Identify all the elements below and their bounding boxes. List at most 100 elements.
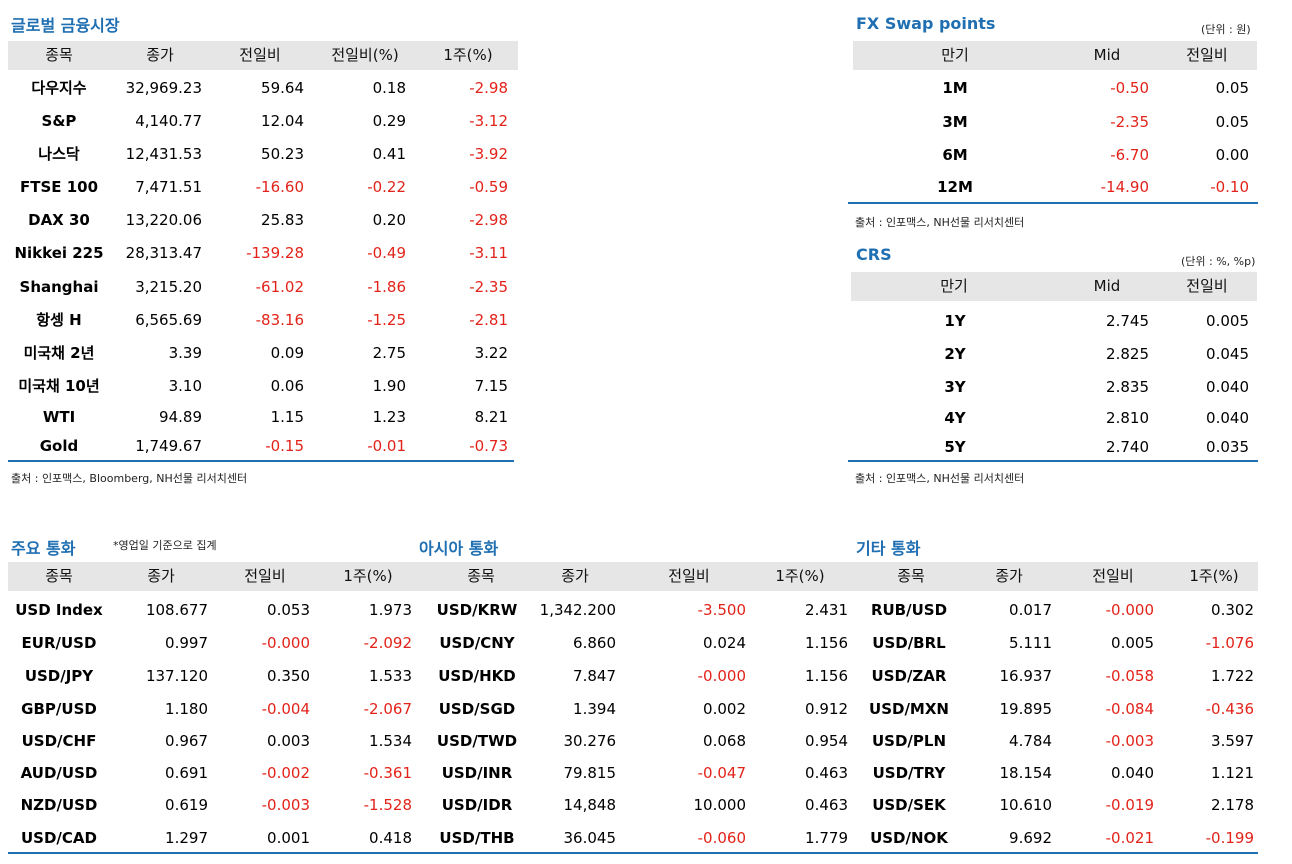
swap-mid-cell: -2.35 — [1110, 113, 1149, 131]
global-change-pct-cell: -0.49 — [367, 244, 406, 262]
other-change-cell: -0.058 — [1105, 667, 1154, 685]
global-change-cell: 0.09 — [270, 344, 304, 362]
asia-change-cell: -0.060 — [697, 829, 746, 847]
swap-mid-cell: -14.90 — [1100, 178, 1149, 196]
crs-row: 4Y 2.810 0.040 — [0, 406, 1292, 430]
asia-week-pct-cell: 0.912 — [805, 700, 848, 718]
asia-currency-row: USD/INR 79.815 -0.047 0.463 — [0, 761, 1292, 785]
global-name-cell: Gold — [39, 437, 79, 455]
global-row: 다우지수 32,969.23 59.64 0.18 -2.98 — [0, 76, 1292, 100]
swap-table-bottom-rule — [848, 202, 1258, 204]
other-name-cell: USD/NOK — [870, 829, 948, 847]
asia-change-cell: -0.047 — [697, 764, 746, 782]
global-close-cell: 13,220.06 — [125, 211, 202, 229]
other-week-pct-cell: 0.302 — [1211, 601, 1254, 619]
swap-mid-cell: -0.50 — [1110, 79, 1149, 97]
other-week-pct-cell: 1.121 — [1211, 764, 1254, 782]
global-change-pct-cell: -0.01 — [367, 437, 406, 455]
major-header-change: 전일비 — [244, 567, 286, 585]
global-close-cell: 3,215.20 — [135, 278, 202, 296]
major-week-pct-cell: -1.528 — [363, 796, 412, 814]
global-change-cell: 25.83 — [261, 211, 304, 229]
major-name-cell: NZD/USD — [20, 796, 98, 814]
global-name-cell: DAX 30 — [28, 211, 90, 229]
crs-mid-cell: 2.810 — [1106, 409, 1149, 427]
major-currency-row: USD Index 108.677 0.053 1.973 — [0, 598, 1292, 622]
swap-change-cell: 0.00 — [1215, 146, 1249, 164]
global-row: DAX 30 13,220.06 25.83 0.20 -2.98 — [0, 208, 1292, 232]
global-row: 미국채 2년 3.39 0.09 2.75 3.22 — [0, 341, 1292, 365]
global-name-cell: 미국채 2년 — [23, 344, 95, 362]
crs-change-cell: 0.040 — [1206, 409, 1249, 427]
crs-table-bottom-rule — [848, 460, 1258, 462]
crs-unit: (단위 : %, %p) — [1181, 255, 1256, 268]
other-name-cell: USD/PLN — [871, 732, 947, 750]
global-week-pct-cell: -0.73 — [469, 437, 508, 455]
crs-mid-cell: 2.825 — [1106, 345, 1149, 363]
crs-header-mid: Mid — [1093, 277, 1121, 295]
other-close-cell: 16.937 — [999, 667, 1053, 685]
crs-change-cell: 0.035 — [1206, 438, 1249, 456]
major-change-cell: 0.001 — [267, 829, 310, 847]
global-name-cell: 미국채 10년 — [18, 377, 100, 395]
global-close-cell: 6,565.69 — [135, 311, 202, 329]
asia-currency-row: USD/KRW 1,342.200 -3.500 2.431 — [0, 598, 1292, 622]
crs-tenor-cell: 2Y — [944, 345, 966, 363]
global-week-pct-cell: 8.21 — [474, 408, 508, 426]
business-day-note: *영업일 기준으로 집계 — [113, 539, 217, 552]
currency-header-row: 종목 종가 전일비 1주(%) 종목 종가 전일비 1주(%) 종목 종가 전일비 1주(%) — [8, 562, 1258, 591]
major-currency-row: USD/JPY 137.120 0.350 1.533 — [0, 664, 1292, 688]
other-week-pct-cell: -1.076 — [1205, 634, 1254, 652]
major-close-cell: 0.619 — [165, 796, 208, 814]
global-close-cell: 3.10 — [168, 377, 202, 395]
crs-header-row: 만기 Mid 전일비 — [851, 272, 1257, 301]
global-change-cell: -83.16 — [255, 311, 304, 329]
global-header-week-pct: 1주(%) — [443, 46, 493, 64]
asia-week-pct-cell: 1.156 — [805, 634, 848, 652]
major-close-cell: 1.297 — [165, 829, 208, 847]
global-week-pct-cell: -2.98 — [469, 211, 508, 229]
major-name-cell: USD/JPY — [24, 667, 94, 685]
major-currency-row: USD/CAD 1.297 0.001 0.418 — [0, 826, 1292, 850]
other-change-cell: -0.019 — [1105, 796, 1154, 814]
other-close-cell: 5.111 — [1009, 634, 1052, 652]
major-change-cell: -0.004 — [261, 700, 310, 718]
swap-mid-cell: -6.70 — [1110, 146, 1149, 164]
major-currency-row: GBP/USD 1.180 -0.004 -2.067 — [0, 697, 1292, 721]
other-change-cell: 0.005 — [1111, 634, 1154, 652]
crs-change-cell: 0.005 — [1206, 312, 1249, 330]
global-change-pct-cell: -1.25 — [367, 311, 406, 329]
major-name-cell: AUD/USD — [20, 764, 98, 782]
swap-row: 6M -6.70 0.00 — [0, 143, 1292, 167]
major-currency-row: EUR/USD 0.997 -0.000 -2.092 — [0, 631, 1292, 655]
crs-tenor-cell: 3Y — [944, 378, 966, 396]
swap-change-cell: -0.10 — [1210, 178, 1249, 196]
other-name-cell: USD/BRL — [872, 634, 946, 652]
swap-source-note: 출처 : 인포맥스, NH선물 리서치센터 — [855, 216, 1025, 229]
major-change-cell: -0.003 — [261, 796, 310, 814]
global-header-name: 종목 — [45, 46, 73, 64]
global-change-pct-cell: 0.20 — [372, 211, 406, 229]
major-week-pct-cell: -0.361 — [363, 764, 412, 782]
major-change-cell: 0.003 — [267, 732, 310, 750]
global-change-pct-cell: 2.75 — [372, 344, 406, 362]
other-week-pct-cell: 2.178 — [1211, 796, 1254, 814]
asia-close-cell: 1.394 — [573, 700, 616, 718]
crs-row: 5Y 2.740 0.035 — [0, 435, 1292, 459]
global-week-pct-cell: -3.11 — [469, 244, 508, 262]
other-change-cell: 0.040 — [1111, 764, 1154, 782]
global-week-pct-cell: -0.59 — [469, 178, 508, 196]
global-change-cell: 12.04 — [261, 112, 304, 130]
swap-tenor-cell: 1M — [942, 79, 968, 97]
swap-title: FX Swap points — [856, 14, 996, 33]
asia-currency-row: USD/HKD 7.847 -0.000 1.156 — [0, 664, 1292, 688]
global-row: 항셍 H 6,565.69 -83.16 -1.25 -2.81 — [0, 308, 1292, 332]
swap-header-mid: Mid — [1093, 46, 1121, 64]
global-change-cell: 0.06 — [270, 377, 304, 395]
other-currency-row: RUB/USD 0.017 -0.000 0.302 — [0, 598, 1292, 622]
global-close-cell: 32,969.23 — [125, 79, 202, 97]
global-market-title: 글로벌 금융시장 — [11, 16, 120, 35]
crs-change-cell: 0.045 — [1206, 345, 1249, 363]
other-name-cell: USD/TRY — [872, 764, 946, 782]
major-change-cell: 0.053 — [267, 601, 310, 619]
